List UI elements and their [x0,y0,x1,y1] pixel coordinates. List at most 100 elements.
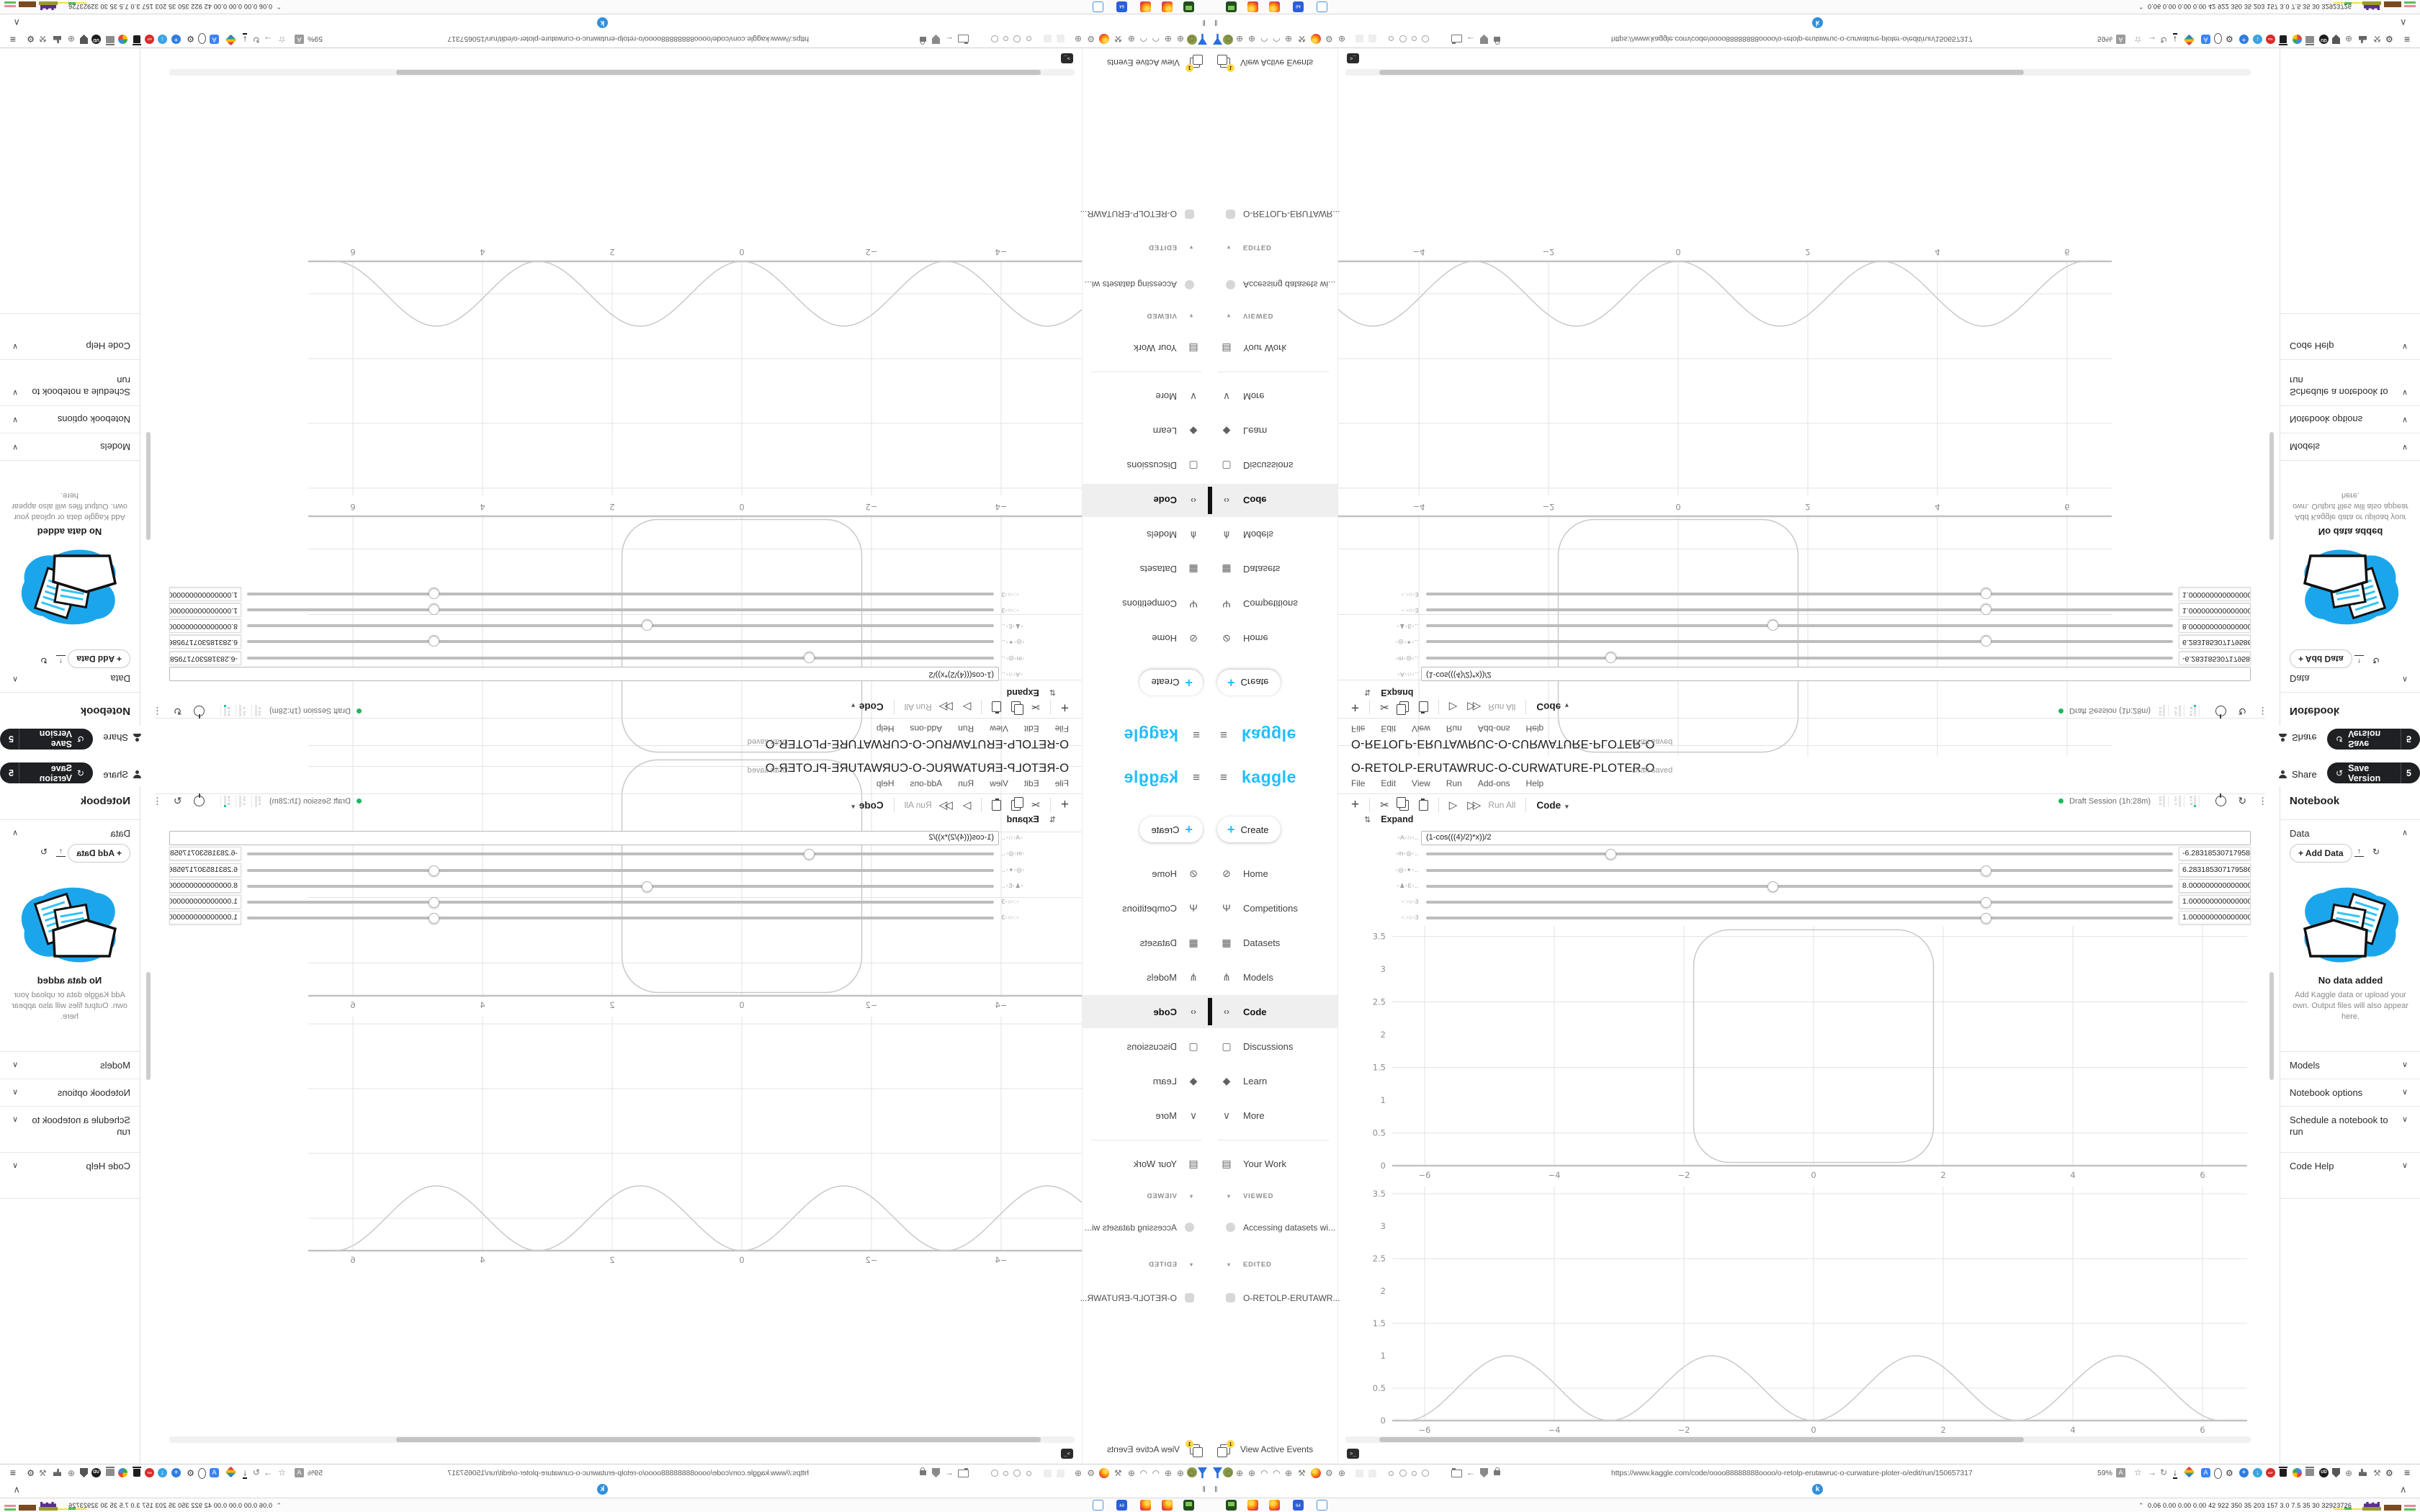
add-data-button[interactable]: + Add Data [2290,649,2352,668]
sidebar-item-learn[interactable]: ◆ Learn [1083,1064,1210,1097]
slider-handle[interactable] [1980,865,1991,876]
gear-icon[interactable]: ⚙ [27,1468,35,1478]
chevron-down-icon[interactable]: ∨ [2401,443,2408,451]
horizontal-scrollbar-thumb[interactable] [1379,70,2024,75]
sidebar-item-competitions[interactable]: Ψ Competitions [1210,588,1337,621]
slider-track[interactable] [247,608,994,611]
menu-file[interactable]: File [1351,724,1366,734]
gauge-icon[interactable]: ◠ [1260,34,1268,44]
console-toggle-button[interactable]: >_ [1061,1449,1073,1459]
menu-help[interactable]: Help [876,778,895,788]
gear-icon[interactable]: ⚙ [187,1468,194,1478]
add-data-button[interactable]: + Add Data [68,649,130,668]
version-count[interactable]: 5 [9,734,14,744]
forward-arrow-icon[interactable]: → [2148,35,2156,45]
slider-track[interactable] [247,885,994,888]
profile-avatar[interactable] [1223,1467,1233,1477]
chevron-up-icon[interactable]: ∧ [12,675,19,683]
menu-add-ons[interactable]: Add-ons [1477,778,1510,788]
sidebar-item-models[interactable]: ⋔ Models [1210,518,1337,552]
menu-run[interactable]: Run [1446,724,1462,734]
globe-icon[interactable]: ⊕ [67,1468,75,1478]
globe-icon[interactable]: ⊕ [1127,34,1135,44]
download-manager-icon[interactable]: ↓ [2253,1468,2262,1477]
sidebar-item-edited-notebook[interactable]: O-RETOLP-ERUTAWR... [1226,209,1340,219]
run-all-label[interactable]: Run All [904,800,932,810]
stats-expand-icon[interactable]: ⌃ [2138,1502,2144,1509]
pause-icon[interactable]: ‖ [1202,1485,1206,1494]
screenshot-app-icon[interactable] [1317,1500,1327,1511]
colorful-pie-icon[interactable] [2293,1468,2302,1477]
chevron-up-icon[interactable]: ∧ [12,829,19,837]
chevron-down-icon[interactable]: ∨ [2401,342,2408,351]
panel-section-notebook-options[interactable]: Notebook options [57,414,130,425]
container-icon[interactable] [2305,36,2314,43]
add-cell-button[interactable]: + [1351,797,1360,812]
sidebar-item-home[interactable]: ⊘ Home [1083,857,1210,890]
sidebar-item-edited-notebook[interactable]: O-RETOLP-ERUTAWR... [1080,1293,1194,1303]
firefox-app-icon[interactable] [1269,1,1280,12]
extension-dot-icon[interactable] [1013,1470,1021,1477]
firefox-app-icon[interactable] [1162,1500,1173,1511]
sidebar-item-competitions[interactable]: Ψ Competitions [1083,891,1210,924]
chevron-down-icon[interactable]: ∨ [2401,388,2408,397]
sidebar-item-code[interactable]: ‹› Code [1210,995,1337,1028]
download-icon[interactable]: ↓ [2173,1467,2177,1479]
view-active-events[interactable]: 1 View Active Events [1107,1440,1200,1454]
panel-section-notebook-options[interactable]: Notebook options [57,1087,130,1098]
tracking-shield-icon[interactable] [1480,1468,1488,1477]
slider-value-box[interactable]: 1.0000000000000000000 [169,603,241,617]
sidebar-item-more[interactable]: ∨ More [1083,380,1210,413]
slider-track[interactable] [1426,640,2173,643]
slider-value-box[interactable]: -6.283185307179586232 [2179,652,2251,665]
sidebar-item-viewed-notebook[interactable]: Accessing datasets wi... [1226,279,1335,289]
add-extension-icon[interactable]: + [171,35,181,44]
create-button[interactable]: + Create [1217,816,1281,842]
sidebar-item-datasets[interactable]: ▦ Datasets [1083,926,1210,959]
globe-icon[interactable]: ⊕ [1338,34,1346,44]
copy-cell-button[interactable] [1396,796,1409,811]
add-extension-icon[interactable]: + [2239,35,2249,44]
firefox-view-icon[interactable] [1198,34,1207,45]
extension-dot-icon[interactable] [1412,36,1417,41]
chevron-down-icon[interactable]: ∨ [12,443,19,451]
tab-favicon[interactable]: k [597,1484,608,1495]
gauge-icon[interactable]: ◠ [1152,1468,1160,1478]
run-cell-button[interactable]: ▷ [1448,701,1458,713]
https-lock-icon[interactable] [1494,37,1500,42]
ublock-icon[interactable]: UD [91,1468,101,1477]
globe-icon[interactable]: ⊕ [1236,1468,1244,1478]
power-icon[interactable] [193,796,205,806]
menu-view[interactable]: View [1412,724,1430,734]
cut-cell-button[interactable]: ✂ [1031,799,1040,811]
slider-handle[interactable] [1605,652,1617,663]
add-extension-icon[interactable]: + [171,1468,181,1477]
theme-paint-icon[interactable] [225,34,237,46]
gear-icon[interactable]: ⚙ [2226,1468,2233,1478]
sidebar-item-home[interactable]: ⊘ Home [1083,622,1210,655]
kebab-menu-icon[interactable]: ⋮ [2258,706,2268,717]
slider-track[interactable] [1426,657,2173,660]
slider-value-box[interactable]: 6.2831853071795862320 [169,863,241,877]
firefox-app-icon[interactable] [1247,1500,1258,1511]
restart-icon[interactable]: ↻ [173,706,182,717]
globe-icon[interactable]: ⊕ [1236,34,1244,44]
chevron-down-icon[interactable]: ∨ [2401,1115,2408,1124]
colorful-pie-icon[interactable] [118,35,127,44]
add-extension-icon[interactable]: + [2239,1468,2249,1477]
notebook-title[interactable]: O-RETOLP-ERUTAWRUC-O-CURWATURE-PLOTER-O [765,737,1069,750]
sidebar-item-discussions[interactable]: ▢ Discussions [1210,449,1337,482]
tracking-shield-icon[interactable] [932,1468,940,1477]
extension-dot-icon[interactable] [1003,1471,1008,1476]
gear-icon[interactable]: ⚙ [1087,1468,1095,1478]
page-zoom-level[interactable]: 59% [2097,1469,2113,1477]
https-lock-icon[interactable] [920,1470,926,1475]
download-manager-icon[interactable]: ↓ [2253,35,2262,44]
kebab-menu-icon[interactable]: ⋮ [152,795,162,806]
hamburger-menu-icon[interactable]: ≡ [1220,770,1227,784]
container-icon[interactable] [106,1469,115,1476]
kaggle-logo[interactable]: kaggle [1242,726,1296,744]
gauge-icon[interactable]: ◠ [1273,34,1281,44]
menu-add-ons[interactable]: Add-ons [1477,724,1510,734]
data-section-header[interactable]: Data [2290,673,2310,684]
